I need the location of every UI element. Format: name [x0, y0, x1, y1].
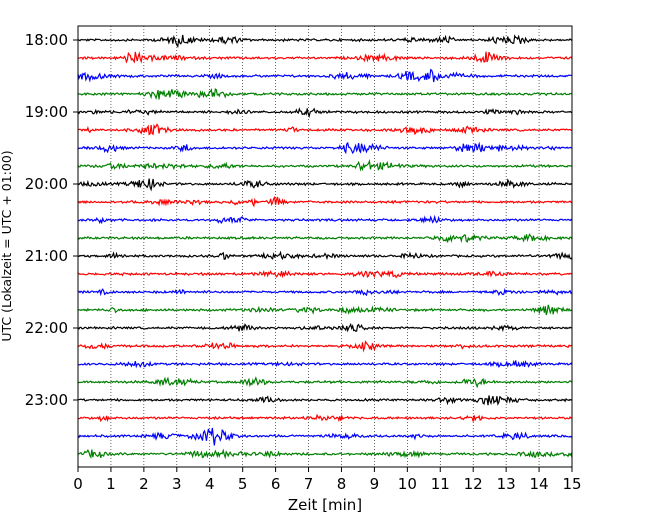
y-tick-label: 22:00: [25, 319, 68, 337]
trace-2100: [77, 250, 573, 261]
trace-2330: [77, 427, 573, 446]
trace-2315: [77, 413, 573, 423]
trace-2115: [77, 269, 573, 279]
y-tick-label: 19:00: [25, 103, 68, 121]
trace-2230: [77, 359, 573, 369]
trace-2215: [77, 340, 573, 353]
trace-1800: [77, 34, 573, 48]
trace-1845: [77, 88, 573, 100]
trace-1945: [77, 158, 573, 172]
trace-2015: [77, 195, 573, 208]
trace-1930: [77, 141, 573, 155]
y-axis-label: UTC (Lokalzeit = UTC + 01:00): [0, 150, 14, 341]
x-axis-label: Zeit [min]: [288, 496, 362, 514]
y-tick-label: 23:00: [25, 391, 68, 409]
x-tick-label: 6: [271, 475, 281, 493]
trace-2345: [77, 448, 573, 460]
x-tick-label: 7: [304, 475, 314, 493]
trace-2300: [77, 395, 573, 406]
trace-2145: [77, 304, 573, 316]
trace-2045: [77, 233, 573, 244]
x-tick-label: 1: [106, 475, 116, 493]
x-tick-label: 9: [370, 475, 380, 493]
x-tick-label: 14: [530, 475, 549, 493]
x-axis: 0 1 2 3 4 5 6 7 8 9 10 11 12 13 14 15: [73, 467, 582, 493]
trace-1815: [77, 51, 573, 64]
x-tick-label: 0: [73, 475, 83, 493]
x-tick-label: 15: [562, 475, 581, 493]
x-tick-label: 10: [398, 475, 417, 493]
trace-2030: [77, 214, 573, 225]
trace-group: [77, 34, 573, 460]
trace-2130: [77, 287, 573, 297]
x-tick-label: 4: [205, 475, 215, 493]
trace-1830: [77, 68, 573, 83]
y-tick-label: 21:00: [25, 247, 68, 265]
trace-2245: [77, 376, 573, 389]
plot-background: [78, 26, 572, 467]
x-tick-label: 11: [431, 475, 450, 493]
trace-2200: [77, 322, 573, 333]
plot-frame: [77, 25, 573, 468]
x-tick-label: 3: [172, 475, 182, 493]
x-tick-label: 8: [337, 475, 347, 493]
y-axis: 18:00 19:00 20:00 21:00 22:00 23:00: [25, 31, 78, 409]
trace-1900: [77, 107, 573, 119]
trace-1915: [77, 123, 573, 136]
x-tick-label: 12: [464, 475, 483, 493]
trace-2000: [77, 178, 573, 192]
x-tick-label: 5: [238, 475, 248, 493]
y-tick-label: 18:00: [25, 31, 68, 49]
y-tick-label: 20:00: [25, 175, 68, 193]
x-tick-label: 2: [139, 475, 149, 493]
x-tick-label: 13: [497, 475, 516, 493]
